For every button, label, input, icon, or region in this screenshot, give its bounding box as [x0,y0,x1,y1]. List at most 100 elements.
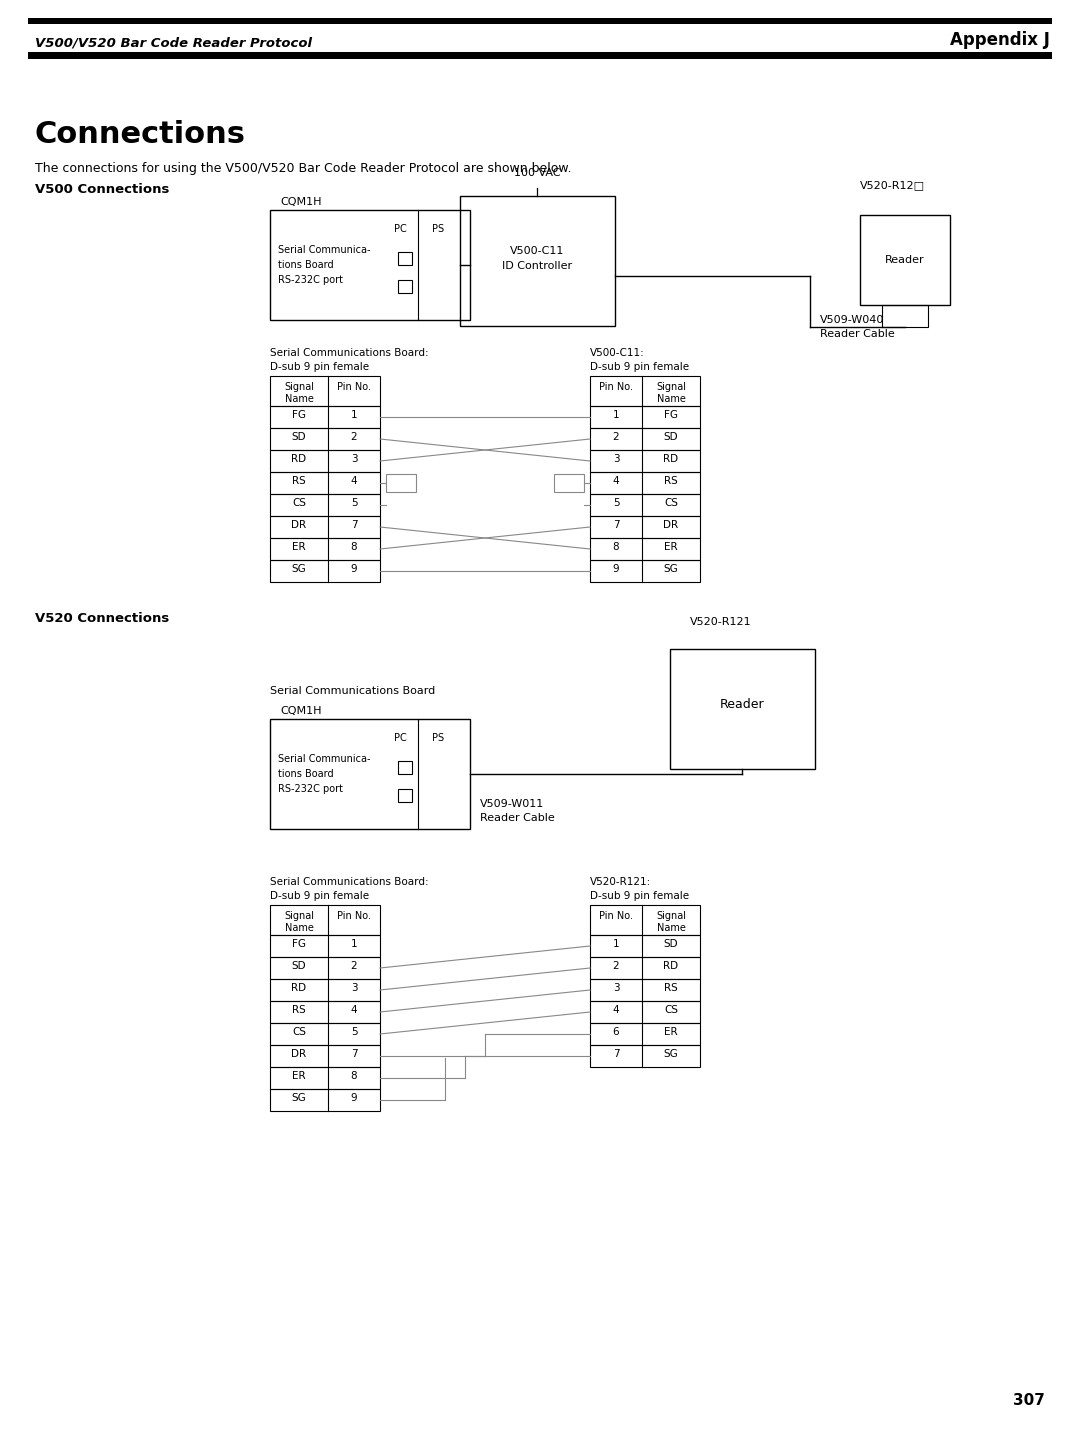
Text: 100 VAC: 100 VAC [514,168,561,178]
Text: 2: 2 [351,961,357,971]
Bar [270,494,380,517]
Bar [270,979,380,1002]
Text: 3: 3 [351,453,357,464]
Text: 4: 4 [351,476,357,486]
Text: 3: 3 [351,983,357,993]
Text: RD: RD [663,961,678,971]
Text: Reader Cable: Reader Cable [480,814,555,824]
Text: 3: 3 [612,453,619,464]
Text: PC: PC [393,224,406,234]
Text: V520-R121:: V520-R121: [590,877,651,887]
Bar [270,428,380,451]
Text: SD: SD [292,961,307,971]
Text: RS-232C port: RS-232C port [278,784,343,794]
Bar [270,376,380,406]
Text: DR: DR [292,1049,307,1059]
Text: V520-R121: V520-R121 [690,617,752,627]
Text: V500-C11:: V500-C11: [590,349,645,357]
Text: CQM1H: CQM1H [280,197,322,207]
Text: CS: CS [292,1027,306,1038]
Text: Reader: Reader [719,697,765,710]
Bar [882,306,928,327]
Bar [590,957,700,979]
Text: V500 Connections: V500 Connections [35,184,170,197]
Bar [590,376,700,406]
Text: 2: 2 [612,432,619,442]
Text: 3: 3 [612,983,619,993]
Text: SD: SD [664,432,678,442]
Bar [554,474,584,492]
Bar [270,905,380,936]
Text: SG: SG [292,564,307,574]
Text: V520-R12□: V520-R12□ [860,179,926,189]
Text: 1: 1 [612,938,619,949]
Bar [399,789,411,802]
Text: V509-W040: V509-W040 [820,316,885,324]
Bar [270,517,380,538]
Text: 6: 6 [612,1027,619,1038]
Text: 4: 4 [351,1004,357,1015]
Bar [590,538,700,560]
Text: 8: 8 [351,1071,357,1081]
Text: PS: PS [432,224,444,234]
Text: D-sub 9 pin female: D-sub 9 pin female [590,362,689,372]
Text: 1: 1 [351,410,357,420]
Text: 9: 9 [612,564,619,574]
Text: Pin No.: Pin No. [599,911,633,921]
Text: 2: 2 [612,961,619,971]
Text: RS: RS [664,476,678,486]
Bar [270,1089,380,1111]
Bar [590,979,700,1002]
Text: RD: RD [663,453,678,464]
Text: tions Board: tions Board [278,260,334,270]
Text: Serial Communica-: Serial Communica- [278,245,370,255]
Text: SG: SG [292,1093,307,1104]
Bar [590,1023,700,1045]
Text: Signal
Name: Signal Name [284,382,314,403]
Bar [270,560,380,583]
Text: D-sub 9 pin female: D-sub 9 pin female [270,891,369,901]
Text: 4: 4 [612,476,619,486]
Text: 8: 8 [351,542,357,552]
Bar [590,936,700,957]
Text: CQM1H: CQM1H [280,706,322,716]
Text: Pin No.: Pin No. [599,382,633,392]
Text: 9: 9 [351,564,357,574]
Text: RD: RD [292,453,307,464]
Text: 7: 7 [351,519,357,530]
Bar [270,957,380,979]
Text: ID Controller: ID Controller [502,261,572,271]
Text: SD: SD [664,938,678,949]
Text: 7: 7 [351,1049,357,1059]
Text: ER: ER [664,542,678,552]
Bar [28,19,1052,24]
Text: CS: CS [292,498,306,508]
Text: DR: DR [292,519,307,530]
Text: SG: SG [663,1049,678,1059]
Text: 4: 4 [612,1004,619,1015]
Bar [270,936,380,957]
Text: Pin No.: Pin No. [337,911,372,921]
Bar [590,472,700,494]
Bar [270,406,380,428]
Bar [590,905,700,936]
Bar [590,1002,700,1023]
Text: V500-C11: V500-C11 [510,245,564,255]
Text: SG: SG [663,564,678,574]
Bar [270,719,470,829]
Text: Signal
Name: Signal Name [656,382,686,403]
Bar [270,472,380,494]
Text: FG: FG [664,410,678,420]
Bar [590,517,700,538]
Text: PC: PC [393,733,406,743]
Text: Reader: Reader [886,255,924,265]
Text: 9: 9 [351,1093,357,1104]
Text: Serial Communications Board: Serial Communications Board [270,686,435,696]
Bar [270,1068,380,1089]
Text: 1: 1 [612,410,619,420]
Text: Reader Cable: Reader Cable [820,329,894,339]
Text: Appendix J: Appendix J [950,32,1050,49]
Bar [270,1002,380,1023]
Bar [590,428,700,451]
Text: Serial Communications Board:: Serial Communications Board: [270,349,429,357]
